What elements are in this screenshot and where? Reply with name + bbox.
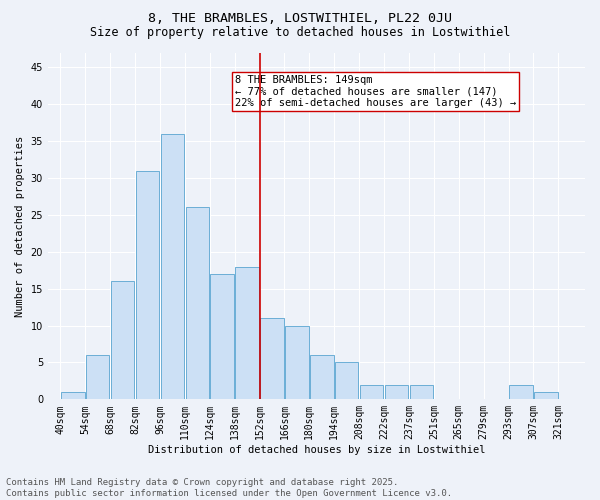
Bar (185, 208, 209, 400)
Bar (235, 266, 259, 400)
Bar (335, 362, 358, 400)
Bar (509, 384, 533, 400)
Bar (410, 384, 433, 400)
Text: 8 THE BRAMBLES: 149sqm
← 77% of detached houses are smaller (147)
22% of semi-de: 8 THE BRAMBLES: 149sqm ← 77% of detached… (235, 74, 516, 108)
Bar (211, 274, 234, 400)
Bar (360, 384, 383, 400)
Bar (260, 318, 284, 400)
Bar (111, 282, 134, 400)
Bar (61, 392, 85, 400)
Bar (534, 392, 557, 400)
X-axis label: Distribution of detached houses by size in Lostwithiel: Distribution of detached houses by size … (148, 445, 485, 455)
Bar (161, 134, 184, 400)
Bar (136, 170, 159, 400)
Bar (86, 355, 109, 400)
Bar (310, 355, 334, 400)
Bar (385, 384, 408, 400)
Text: Contains HM Land Registry data © Crown copyright and database right 2025.
Contai: Contains HM Land Registry data © Crown c… (6, 478, 452, 498)
Y-axis label: Number of detached properties: Number of detached properties (15, 136, 25, 316)
Text: Size of property relative to detached houses in Lostwithiel: Size of property relative to detached ho… (90, 26, 510, 39)
Text: 8, THE BRAMBLES, LOSTWITHIEL, PL22 0JU: 8, THE BRAMBLES, LOSTWITHIEL, PL22 0JU (148, 12, 452, 26)
Bar (285, 326, 308, 400)
